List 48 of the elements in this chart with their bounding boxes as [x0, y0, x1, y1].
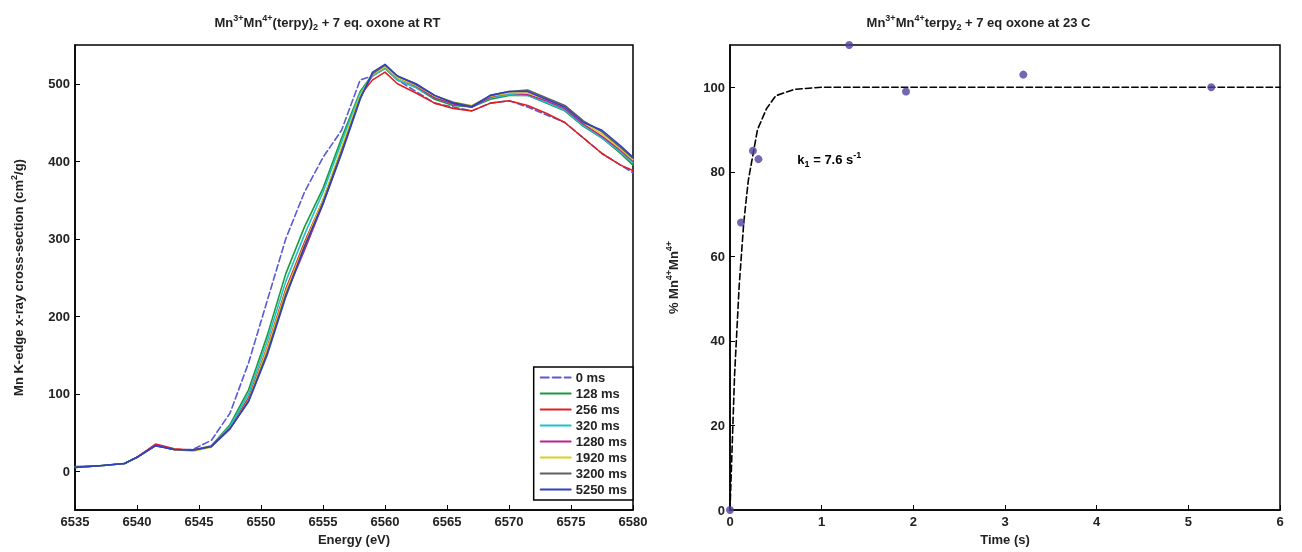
legend-label: 256 ms — [575, 402, 620, 417]
x-tick-label: 4 — [1093, 514, 1102, 529]
y-tick-label: 0 — [62, 463, 70, 479]
x-tick-label: 6540 — [122, 514, 152, 529]
x-tick-label: 6575 — [556, 514, 586, 529]
x-tick-label: 5 — [1184, 514, 1192, 529]
y-tick-label: 400 — [48, 153, 70, 169]
legend-label: 3200 ms — [575, 466, 628, 481]
point — [737, 218, 745, 227]
y-tick-label: 20 — [710, 417, 725, 433]
y-tick-label: 60 — [710, 248, 725, 264]
x-tick-label: 6580 — [618, 514, 648, 529]
x-tick-label: 6570 — [494, 514, 524, 529]
x-tick-label: 6545 — [184, 514, 214, 529]
point — [748, 146, 757, 155]
y-tick-label: 80 — [710, 164, 725, 180]
point — [902, 87, 910, 96]
legend-label: 5250 ms — [575, 482, 628, 497]
x-tick-label: 6535 — [60, 514, 90, 529]
x-tick-label: 2 — [909, 514, 917, 529]
x-tick-label: 6560 — [370, 514, 400, 529]
x-tick-label: 6550 — [246, 514, 276, 529]
x-tick-label: 6555 — [308, 514, 338, 529]
y-tick-label: 200 — [48, 308, 70, 324]
x-tick-label: 3 — [1001, 514, 1009, 529]
legend-label: 1920 ms — [575, 450, 628, 465]
y-axis-title: % Mn4+Mn4+ — [663, 240, 681, 315]
legend-label: 128 ms — [575, 386, 620, 401]
y-tick-label: 300 — [48, 231, 70, 247]
y-axis-title: Mn K-edge x-ray cross-section (cm2/g) — [8, 159, 26, 396]
y-tick-label: 0 — [717, 502, 725, 518]
point — [754, 155, 763, 164]
x-tick-label: 1 — [818, 514, 826, 529]
point — [726, 506, 734, 514]
x-axis-title: Time (s) — [980, 531, 1030, 547]
legend-label: 320 ms — [575, 418, 620, 433]
point — [1207, 83, 1216, 92]
y-tick-label: 100 — [703, 79, 725, 95]
legend-label: 0 ms — [575, 370, 606, 385]
point — [1019, 70, 1028, 79]
legend-label: 1280 ms — [575, 434, 628, 449]
x-axis-title: Energy (eV) — [317, 531, 391, 547]
y-tick-label: 100 — [48, 386, 70, 402]
y-tick-label: 500 — [48, 76, 70, 92]
point — [845, 41, 854, 49]
x-tick-label: 6 — [1276, 514, 1284, 529]
x-tick-label: 6565 — [432, 514, 462, 529]
y-tick-label: 40 — [710, 333, 725, 349]
